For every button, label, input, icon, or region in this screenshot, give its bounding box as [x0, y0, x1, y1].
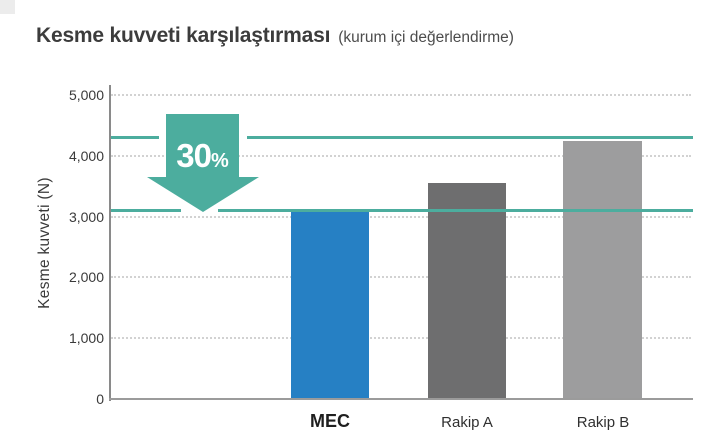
- page-title: Kesme kuvveti karşılaştırması: [36, 24, 331, 47]
- x-label-rakip-a: Rakip A: [441, 414, 493, 431]
- gridline: [111, 276, 691, 278]
- y-tick-label: 3,000: [68, 209, 104, 225]
- x-label-rakip-b: Rakip B: [576, 414, 630, 431]
- y-tick-label: 5,000: [68, 87, 104, 103]
- y-axis-line: [109, 85, 111, 401]
- gridline: [111, 216, 691, 218]
- bar-rakip-b: [563, 141, 642, 399]
- reference-line-upper: [111, 136, 159, 139]
- decrease-arrow-icon: [147, 114, 259, 212]
- decrease-arrow-shape: [147, 114, 259, 212]
- percent-value: 30: [176, 137, 212, 174]
- x-label-mec: MEC: [310, 411, 350, 431]
- y-tick-label: 1,000: [68, 330, 104, 346]
- reference-line-lower: [111, 209, 181, 212]
- reference-line-upper: [247, 136, 693, 139]
- chart-header: Kesme kuvveti karşılaştırması (kurum içi…: [36, 24, 514, 48]
- y-tick-label: 2,000: [68, 269, 104, 285]
- page-subtitle: (kurum içi değerlendirme): [338, 29, 514, 46]
- bar-rakip-a: [428, 183, 506, 399]
- percent-annotation: 30%: [166, 139, 239, 172]
- plot-area: 30%: [109, 85, 693, 401]
- reference-line-lower: [218, 209, 693, 212]
- corner-decoration: [0, 0, 15, 14]
- bar-mec: [291, 211, 369, 399]
- gridline: [111, 337, 691, 339]
- x-axis-line: [109, 398, 693, 400]
- y-tick-label: 0: [96, 391, 104, 407]
- y-tick-label: 4,000: [68, 148, 104, 164]
- gridline: [111, 94, 691, 96]
- y-axis-title: Kesme kuvveti (N): [36, 177, 53, 309]
- gridline: [111, 155, 691, 157]
- percent-sign: %: [210, 150, 229, 172]
